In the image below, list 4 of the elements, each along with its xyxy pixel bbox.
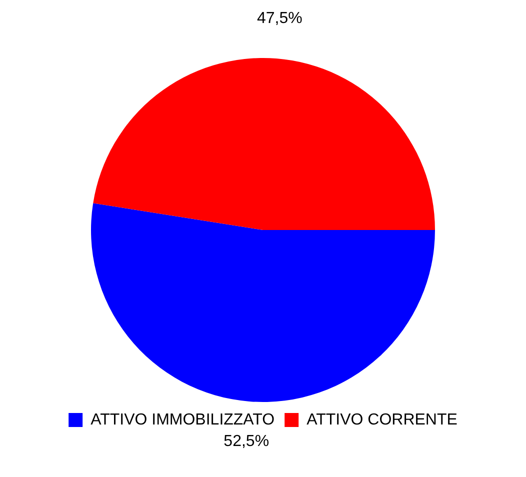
legend-label: ATTIVO CORRENTE <box>306 411 458 428</box>
data-label: 52,5% <box>224 432 270 450</box>
legend-label: ATTIVO IMMOBILIZZATO <box>90 411 275 428</box>
data-label: 47,5% <box>256 10 302 28</box>
